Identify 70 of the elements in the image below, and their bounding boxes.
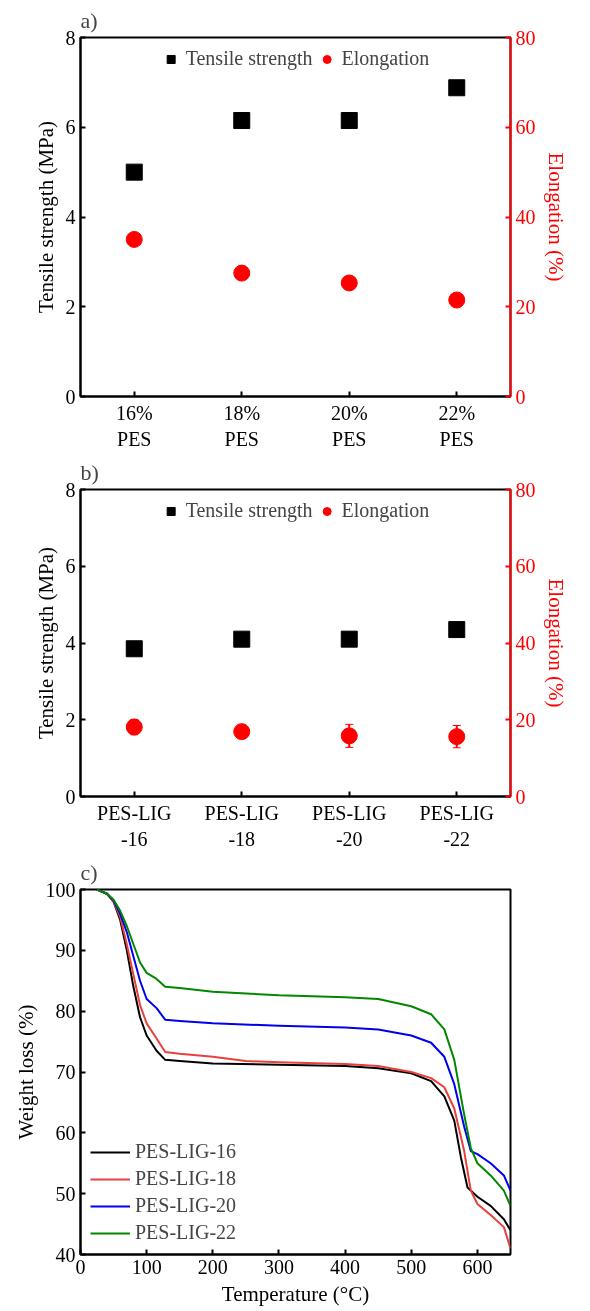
point [125, 640, 143, 658]
point [233, 112, 251, 130]
y2-tick-label: 80 [515, 26, 536, 49]
y2-axis-title: Elongation (%) [543, 578, 568, 708]
legend-label: Elongation [341, 47, 430, 70]
legend-label: PES-LIG-16 [135, 1140, 237, 1163]
x-axis-title: Temperature (°C) [221, 1281, 370, 1306]
legend-label: PES-LIG-22 [135, 1221, 237, 1244]
y-tick-label: 80 [55, 1000, 76, 1023]
x-tick-label: 500 [396, 1255, 427, 1278]
x-tick-label: PES-LIG -22 [419, 801, 494, 850]
point [448, 621, 466, 639]
point [125, 163, 143, 181]
y-tick-label: 50 [55, 1182, 76, 1205]
point [233, 630, 251, 648]
y-tick-label: 6 [65, 555, 76, 578]
y-tick-label: 0 [65, 785, 76, 808]
y-tick-label: 2 [65, 295, 76, 318]
x-tick-label: 400 [330, 1255, 361, 1278]
point [340, 112, 358, 130]
y2-tick-label: 20 [515, 708, 536, 731]
y-tick-label: 40 [55, 1243, 76, 1266]
y-axis-title: Tensile strength (MPa) [33, 120, 58, 314]
legend-label: Tensile strength [185, 47, 313, 70]
point [233, 264, 251, 282]
y2-tick-label: 0 [515, 385, 526, 408]
x-tick-label: PES-LIG -18 [204, 801, 279, 850]
chart-title: b) [80, 459, 99, 485]
y2-tick-label: 60 [515, 555, 536, 578]
legend-label: Elongation [341, 499, 430, 522]
y-tick-label: 2 [65, 708, 76, 731]
x-tick-label: PES-LIG -20 [312, 801, 387, 850]
legend-label: Tensile strength [185, 499, 313, 522]
y-tick-label: 60 [55, 1121, 76, 1144]
point [340, 274, 358, 292]
y2-axis-title: Elongation (%) [543, 152, 568, 282]
y2-tick-label: 20 [515, 295, 536, 318]
point [448, 291, 466, 309]
y-tick-label: 0 [65, 385, 76, 408]
y2-tick-label: 80 [515, 478, 536, 501]
y-axis-title: Tensile strength (MPa) [33, 546, 58, 740]
x-tick-label: 300 [263, 1255, 294, 1278]
y2-tick-label: 0 [515, 785, 526, 808]
point [340, 630, 358, 648]
y-tick-label: 8 [65, 478, 76, 501]
chart-title: c) [80, 859, 98, 885]
y-tick-label: 6 [65, 116, 76, 139]
y-tick-label: 100 [45, 878, 76, 901]
legend-label: PES-LIG-18 [135, 1167, 237, 1190]
point [125, 230, 143, 248]
x-tick-label: 600 [462, 1255, 493, 1278]
x-tick-label: 100 [131, 1255, 162, 1278]
y-tick-label: 4 [65, 206, 76, 228]
x-tick-label: 22% PES [438, 401, 476, 450]
y-tick-label: 8 [65, 26, 76, 49]
y2-tick-label: 40 [515, 206, 536, 228]
x-tick-label: 200 [197, 1255, 228, 1278]
y-axis-title: Weight loss (%) [13, 1004, 38, 1140]
y2-tick-label: 40 [515, 632, 536, 654]
x-tick-label: PES-LIG -16 [97, 801, 172, 850]
y-tick-label: 90 [55, 939, 76, 962]
legend-label: PES-LIG-20 [135, 1194, 237, 1217]
chart-title: a) [80, 7, 98, 33]
y-tick-label: 70 [55, 1061, 76, 1083]
x-tick-label: 16% PES [115, 401, 153, 450]
x-tick-label: 18% PES [223, 401, 261, 450]
y-tick-label: 4 [65, 632, 76, 654]
point [448, 79, 466, 97]
y2-tick-label: 60 [515, 116, 536, 139]
x-tick-label: 20% PES [330, 401, 368, 450]
